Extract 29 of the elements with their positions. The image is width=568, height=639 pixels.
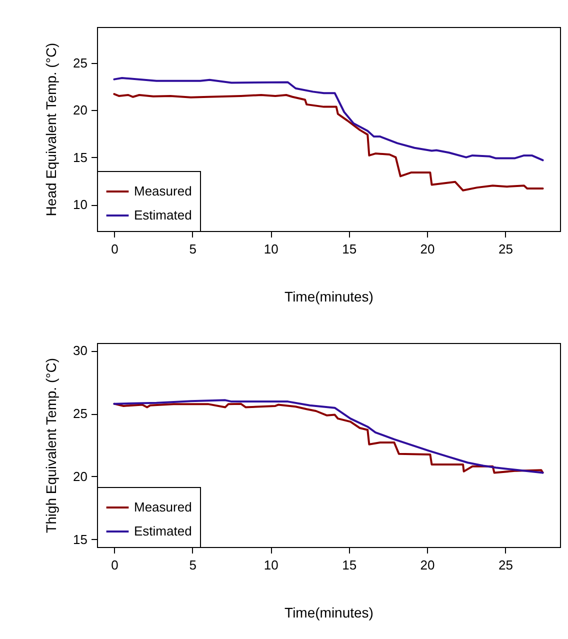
y-tick-label: 15 [73,532,88,547]
line-series [113,77,544,162]
x-tick-label: 20 [420,242,435,256]
x-tick-label: 15 [342,558,357,572]
x-tick-label: 10 [264,242,278,256]
x-tick-label: 0 [111,558,118,572]
legend-label: Measured [134,500,192,514]
y-tick-label: 20 [73,468,88,484]
x-tick-label: 5 [189,242,197,256]
y-tick-label: 25 [73,406,88,422]
legend-label: Measured [134,184,192,198]
x-tick-label: 20 [420,558,435,572]
x-axis-title: Time(minutes) [284,604,374,620]
x-tick-label: 5 [189,558,197,572]
legend-label: Estimated [134,208,192,222]
x-tick-label: 10 [264,558,278,572]
y-tick-label: 15 [73,150,88,165]
y-tick-label: 10 [73,197,88,212]
y-tick-label: 30 [73,343,88,358]
y-axis-title: Thigh Equivalent Temp. (°C) [43,358,60,533]
y-tick-label: 20 [73,102,88,118]
y-axis-title: Head Equivalent Temp. (°C) [43,42,60,216]
x-tick-label: 0 [111,242,118,256]
x-tick-label: 25 [498,558,513,572]
x-tick-label: 25 [498,242,513,256]
y-tick-label: 25 [73,55,88,70]
legend-label: Estimated [134,524,192,538]
x-tick-label: 15 [342,242,357,256]
x-axis-title: Time(minutes) [284,288,374,304]
